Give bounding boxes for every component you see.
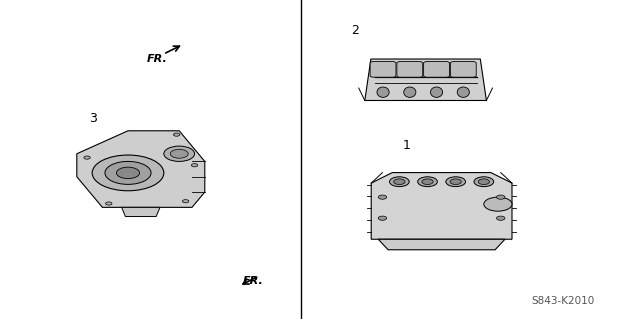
Circle shape bbox=[116, 167, 140, 179]
Ellipse shape bbox=[431, 87, 443, 97]
FancyBboxPatch shape bbox=[370, 62, 396, 77]
Circle shape bbox=[497, 216, 505, 220]
Ellipse shape bbox=[457, 87, 469, 97]
Text: 3: 3 bbox=[89, 112, 97, 124]
Text: S843-K2010: S843-K2010 bbox=[532, 296, 595, 307]
Circle shape bbox=[105, 161, 151, 184]
FancyBboxPatch shape bbox=[397, 62, 423, 77]
Circle shape bbox=[173, 133, 180, 136]
Text: FR.: FR. bbox=[243, 276, 264, 286]
Circle shape bbox=[378, 195, 387, 199]
Circle shape bbox=[478, 179, 490, 184]
Circle shape bbox=[394, 179, 405, 184]
Text: 1: 1 bbox=[403, 139, 410, 152]
Ellipse shape bbox=[377, 87, 389, 97]
Circle shape bbox=[450, 179, 461, 184]
Circle shape bbox=[446, 177, 465, 187]
Circle shape bbox=[170, 149, 188, 158]
Circle shape bbox=[474, 177, 493, 187]
Polygon shape bbox=[77, 131, 205, 207]
Polygon shape bbox=[371, 173, 512, 239]
Text: FR.: FR. bbox=[147, 54, 168, 64]
Circle shape bbox=[106, 202, 112, 205]
Circle shape bbox=[484, 197, 512, 211]
Circle shape bbox=[497, 195, 505, 199]
Polygon shape bbox=[122, 207, 160, 217]
Circle shape bbox=[182, 200, 189, 203]
Polygon shape bbox=[378, 239, 505, 250]
Ellipse shape bbox=[404, 87, 416, 97]
Circle shape bbox=[191, 164, 198, 167]
Circle shape bbox=[92, 155, 164, 191]
Circle shape bbox=[418, 177, 437, 187]
Circle shape bbox=[164, 146, 195, 161]
Polygon shape bbox=[365, 59, 486, 100]
Text: 2: 2 bbox=[351, 24, 359, 37]
Circle shape bbox=[378, 216, 387, 220]
FancyBboxPatch shape bbox=[424, 62, 449, 77]
Circle shape bbox=[422, 179, 433, 184]
FancyBboxPatch shape bbox=[451, 62, 476, 77]
Circle shape bbox=[390, 177, 409, 187]
Circle shape bbox=[84, 156, 90, 159]
